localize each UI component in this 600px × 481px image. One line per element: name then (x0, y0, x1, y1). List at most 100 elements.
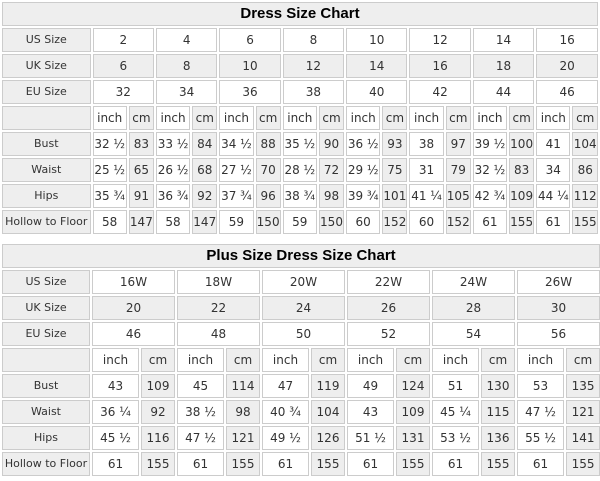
measurement-cm-cell: 114 (226, 374, 260, 398)
size-value-cell: 18 (472, 54, 535, 78)
measurement-cm-cell: 101 (382, 184, 408, 208)
table-row: Hips 45 ½ 116 47 ½ 121 49 ½ 126 51 ½ 131 53 ½ 136 5… (2, 426, 600, 450)
chart-title: Dress Size Chart (2, 2, 598, 26)
measurement-inch-cell: 39 ½ (472, 132, 508, 156)
table-row: Dress Size Chart (2, 2, 598, 26)
measurement-inch-cell: 32 ½ (92, 132, 127, 156)
measurement-cm-cell: 93 (382, 132, 408, 156)
measurement-cm-cell: 65 (128, 158, 154, 182)
unit-inch-header: inch (347, 348, 394, 372)
measurement-cm-cell: 83 (509, 158, 535, 182)
measurement-inch-cell: 41 (536, 132, 571, 156)
table-row: Plus Size Dress Size Chart (2, 244, 600, 268)
measurement-cm-cell: 155 (226, 452, 260, 476)
size-value-cell: 38 (282, 80, 345, 104)
unit-inch-header: inch (282, 106, 317, 130)
measurement-inch-cell: 59 (282, 210, 317, 234)
table-row: inch cm inch cm inch cm inch cm inch cm inch cm inch… (2, 106, 598, 130)
size-value-cell: 42 (409, 80, 471, 104)
measurement-inch-cell: 61 (432, 452, 479, 476)
measurement-cm-cell: 83 (128, 132, 154, 156)
measurement-inch-cell: 61 (262, 452, 309, 476)
measurement-inch-cell: 60 (346, 210, 381, 234)
row-label: Bust (2, 374, 90, 398)
measurement-inch-cell: 61 (177, 452, 224, 476)
size-value-cell: 2 (92, 28, 154, 52)
table-row: Bust 43 109 45 114 47 119 49 124 51 130 53 135 (2, 374, 600, 398)
measurement-cm-cell: 116 (141, 426, 175, 450)
measurement-inch-cell: 40 ¾ (262, 400, 309, 424)
unit-cm-header: cm (566, 348, 600, 372)
measurement-cm-cell: 109 (509, 184, 535, 208)
unit-inch-header: inch (432, 348, 479, 372)
measurement-inch-cell: 53 ½ (432, 426, 479, 450)
measurement-inch-cell: 61 (347, 452, 394, 476)
size-value-cell: 8 (282, 28, 345, 52)
unit-row-label-cell (2, 348, 90, 372)
size-value-cell: 10 (346, 28, 408, 52)
size-value-cell: 24W (432, 270, 515, 294)
measurement-inch-cell: 28 ½ (282, 158, 317, 182)
measurement-cm-cell: 150 (318, 210, 345, 234)
measurement-inch-cell: 36 ¼ (92, 400, 139, 424)
measurement-inch-cell: 61 (472, 210, 508, 234)
size-value-cell: 34 (155, 80, 218, 104)
row-label: Hollow to Floor (2, 452, 90, 476)
row-label: UK Size (2, 296, 90, 320)
measurement-inch-cell: 27 ½ (219, 158, 254, 182)
measurement-cm-cell: 155 (141, 452, 175, 476)
measurement-cm-cell: 155 (396, 452, 430, 476)
measurement-inch-cell: 42 ¾ (472, 184, 508, 208)
measurement-cm-cell: 84 (192, 132, 218, 156)
unit-cm-header: cm (481, 348, 515, 372)
measurement-inch-cell: 39 ¾ (346, 184, 381, 208)
measurement-inch-cell: 36 ½ (346, 132, 381, 156)
measurement-cm-cell: 79 (445, 158, 471, 182)
table-row: US Size 2 4 6 8 10 12 14 16 (2, 28, 598, 52)
measurement-cm-cell: 155 (572, 210, 598, 234)
measurement-cm-cell: 147 (192, 210, 218, 234)
size-value-cell: 14 (472, 28, 535, 52)
measurement-inch-cell: 58 (92, 210, 127, 234)
unit-cm-header: cm (382, 106, 408, 130)
measurement-cm-cell: 75 (382, 158, 408, 182)
size-value-cell: 16 (409, 54, 471, 78)
measurement-cm-cell: 121 (566, 400, 600, 424)
measurement-cm-cell: 91 (128, 184, 154, 208)
measurement-inch-cell: 51 ½ (347, 426, 394, 450)
row-label: Bust (2, 132, 91, 156)
size-value-cell: 20 (536, 54, 598, 78)
row-label: EU Size (2, 322, 90, 346)
measurement-cm-cell: 155 (311, 452, 345, 476)
measurement-inch-cell: 60 (409, 210, 444, 234)
table-row: US Size 16W 18W 20W 22W 24W 26W (2, 270, 600, 294)
row-label: Waist (2, 158, 91, 182)
table-row: UK Size 6 8 10 12 14 16 18 20 (2, 54, 598, 78)
measurement-cm-cell: 92 (141, 400, 175, 424)
measurement-cm-cell: 152 (382, 210, 408, 234)
size-value-cell: 36 (219, 80, 281, 104)
measurement-inch-cell: 61 (517, 452, 564, 476)
measurement-inch-cell: 45 ¼ (432, 400, 479, 424)
unit-cm-header: cm (572, 106, 598, 130)
unit-inch-header: inch (219, 106, 254, 130)
measurement-inch-cell: 31 (409, 158, 444, 182)
measurement-inch-cell: 34 ½ (219, 132, 254, 156)
measurement-inch-cell: 61 (92, 452, 139, 476)
measurement-inch-cell: 43 (92, 374, 139, 398)
row-label: EU Size (2, 80, 91, 104)
unit-inch-header: inch (155, 106, 191, 130)
measurement-cm-cell: 150 (255, 210, 281, 234)
measurement-cm-cell: 112 (572, 184, 598, 208)
unit-inch-header: inch (536, 106, 571, 130)
measurement-inch-cell: 49 ½ (262, 426, 309, 450)
measurement-inch-cell: 43 (347, 400, 394, 424)
size-value-cell: 46 (92, 322, 175, 346)
measurement-cm-cell: 90 (318, 132, 345, 156)
measurement-cm-cell: 131 (396, 426, 430, 450)
unit-cm-header: cm (396, 348, 430, 372)
measurement-inch-cell: 38 (409, 132, 444, 156)
unit-cm-header: cm (318, 106, 345, 130)
measurement-cm-cell: 98 (226, 400, 260, 424)
